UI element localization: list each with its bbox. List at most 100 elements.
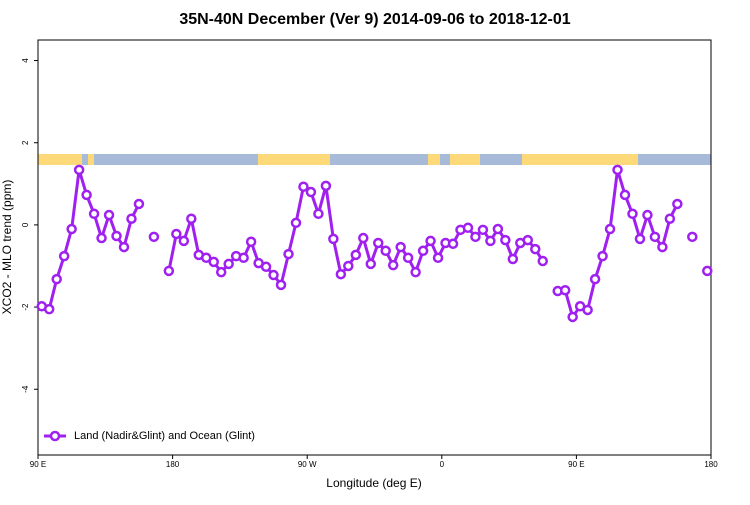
data-point [171,228,182,240]
data-point [201,252,212,264]
land-strip [38,154,82,165]
data-point [522,234,534,246]
data-point [335,268,347,280]
data-point [298,181,309,192]
data-point [432,252,444,264]
data-point [260,261,272,273]
chart-title: 35N-40N December (Ver 9) 2014-09-06 to 2… [179,11,570,28]
data-point [290,217,302,229]
data-point [619,189,631,201]
data-point [350,249,362,261]
x-tick-label: 90 E [568,460,584,469]
y-tick-label: 4 [21,58,30,63]
land-strip [428,154,440,165]
data-point [283,248,294,260]
data-point [238,252,249,264]
data-point [559,284,571,296]
data-point [96,232,107,244]
data-point [111,230,122,242]
data-point [358,232,369,244]
data-point [649,231,661,243]
data-point [268,269,279,281]
legend-marker [49,430,61,442]
y-tick-label: -2 [21,303,30,311]
data-point [425,235,436,247]
data-point [634,233,646,245]
data-point [245,236,257,247]
data-point [627,208,638,220]
data-point [43,303,55,315]
data-point [328,233,339,245]
data-point [492,223,504,235]
legend-label: Land (Nadir&Glint) and Ocean (Glint) [74,430,255,442]
data-point [530,243,541,255]
data-point [163,265,175,277]
data-point [507,253,519,265]
data-point [642,209,653,221]
data-point [485,235,496,247]
data-point [58,250,70,262]
data-point [343,260,354,272]
land-strip [522,154,638,165]
land-strip [258,154,330,165]
data-point [672,198,683,210]
data-point [612,164,623,176]
data-point [320,180,332,192]
data-point [103,209,115,221]
x-tick-label: 180 [704,460,718,469]
x-axis-label: Longitude (deg E) [326,476,421,490]
data-point [664,213,676,224]
data-point [589,273,601,285]
data-point [417,245,429,257]
data-point [215,266,227,278]
data-point [657,241,668,253]
data-point [477,224,489,236]
data-point [372,237,384,249]
data-point [380,245,391,257]
data-point [118,241,130,253]
data-point [567,311,578,323]
data-point [133,198,145,210]
land-ocean-strip [38,154,711,165]
data-point [275,279,287,291]
data-point [537,255,548,267]
x-tick-label: 90 W [298,460,317,469]
ocean-strip [38,154,711,165]
data-point [51,273,62,285]
data-point [470,231,481,243]
data-point [702,265,713,277]
data-point [178,235,190,247]
data-point [387,259,399,271]
data-point [410,266,421,278]
data-point [395,241,406,253]
data-point [73,164,85,176]
x-tick-label: 180 [166,460,180,469]
y-tick-label: 2 [21,140,30,145]
data-point [365,258,377,270]
data-point [186,213,197,224]
data-point [447,238,459,250]
data-point [402,252,414,264]
data-point [313,208,324,220]
data-point [66,223,77,235]
data-point [462,222,474,234]
data-point [223,258,234,270]
y-axis-label: XCO2 - MLO trend (ppm) [0,180,14,315]
x-tick-label: 0 [440,460,445,469]
data-point [604,223,616,235]
land-strip [88,154,94,165]
data-point [582,304,593,316]
data-point [88,208,100,220]
data-point [500,234,511,246]
data-point [148,231,160,243]
land-strip [450,154,480,165]
plot-frame [37,39,712,456]
data-point [81,189,92,201]
data-point [126,213,137,224]
y-tick-label: 0 [21,222,30,227]
data-point [597,250,608,262]
y-tick-label: -4 [21,385,30,393]
data-point [208,256,219,268]
data-point [687,231,698,243]
